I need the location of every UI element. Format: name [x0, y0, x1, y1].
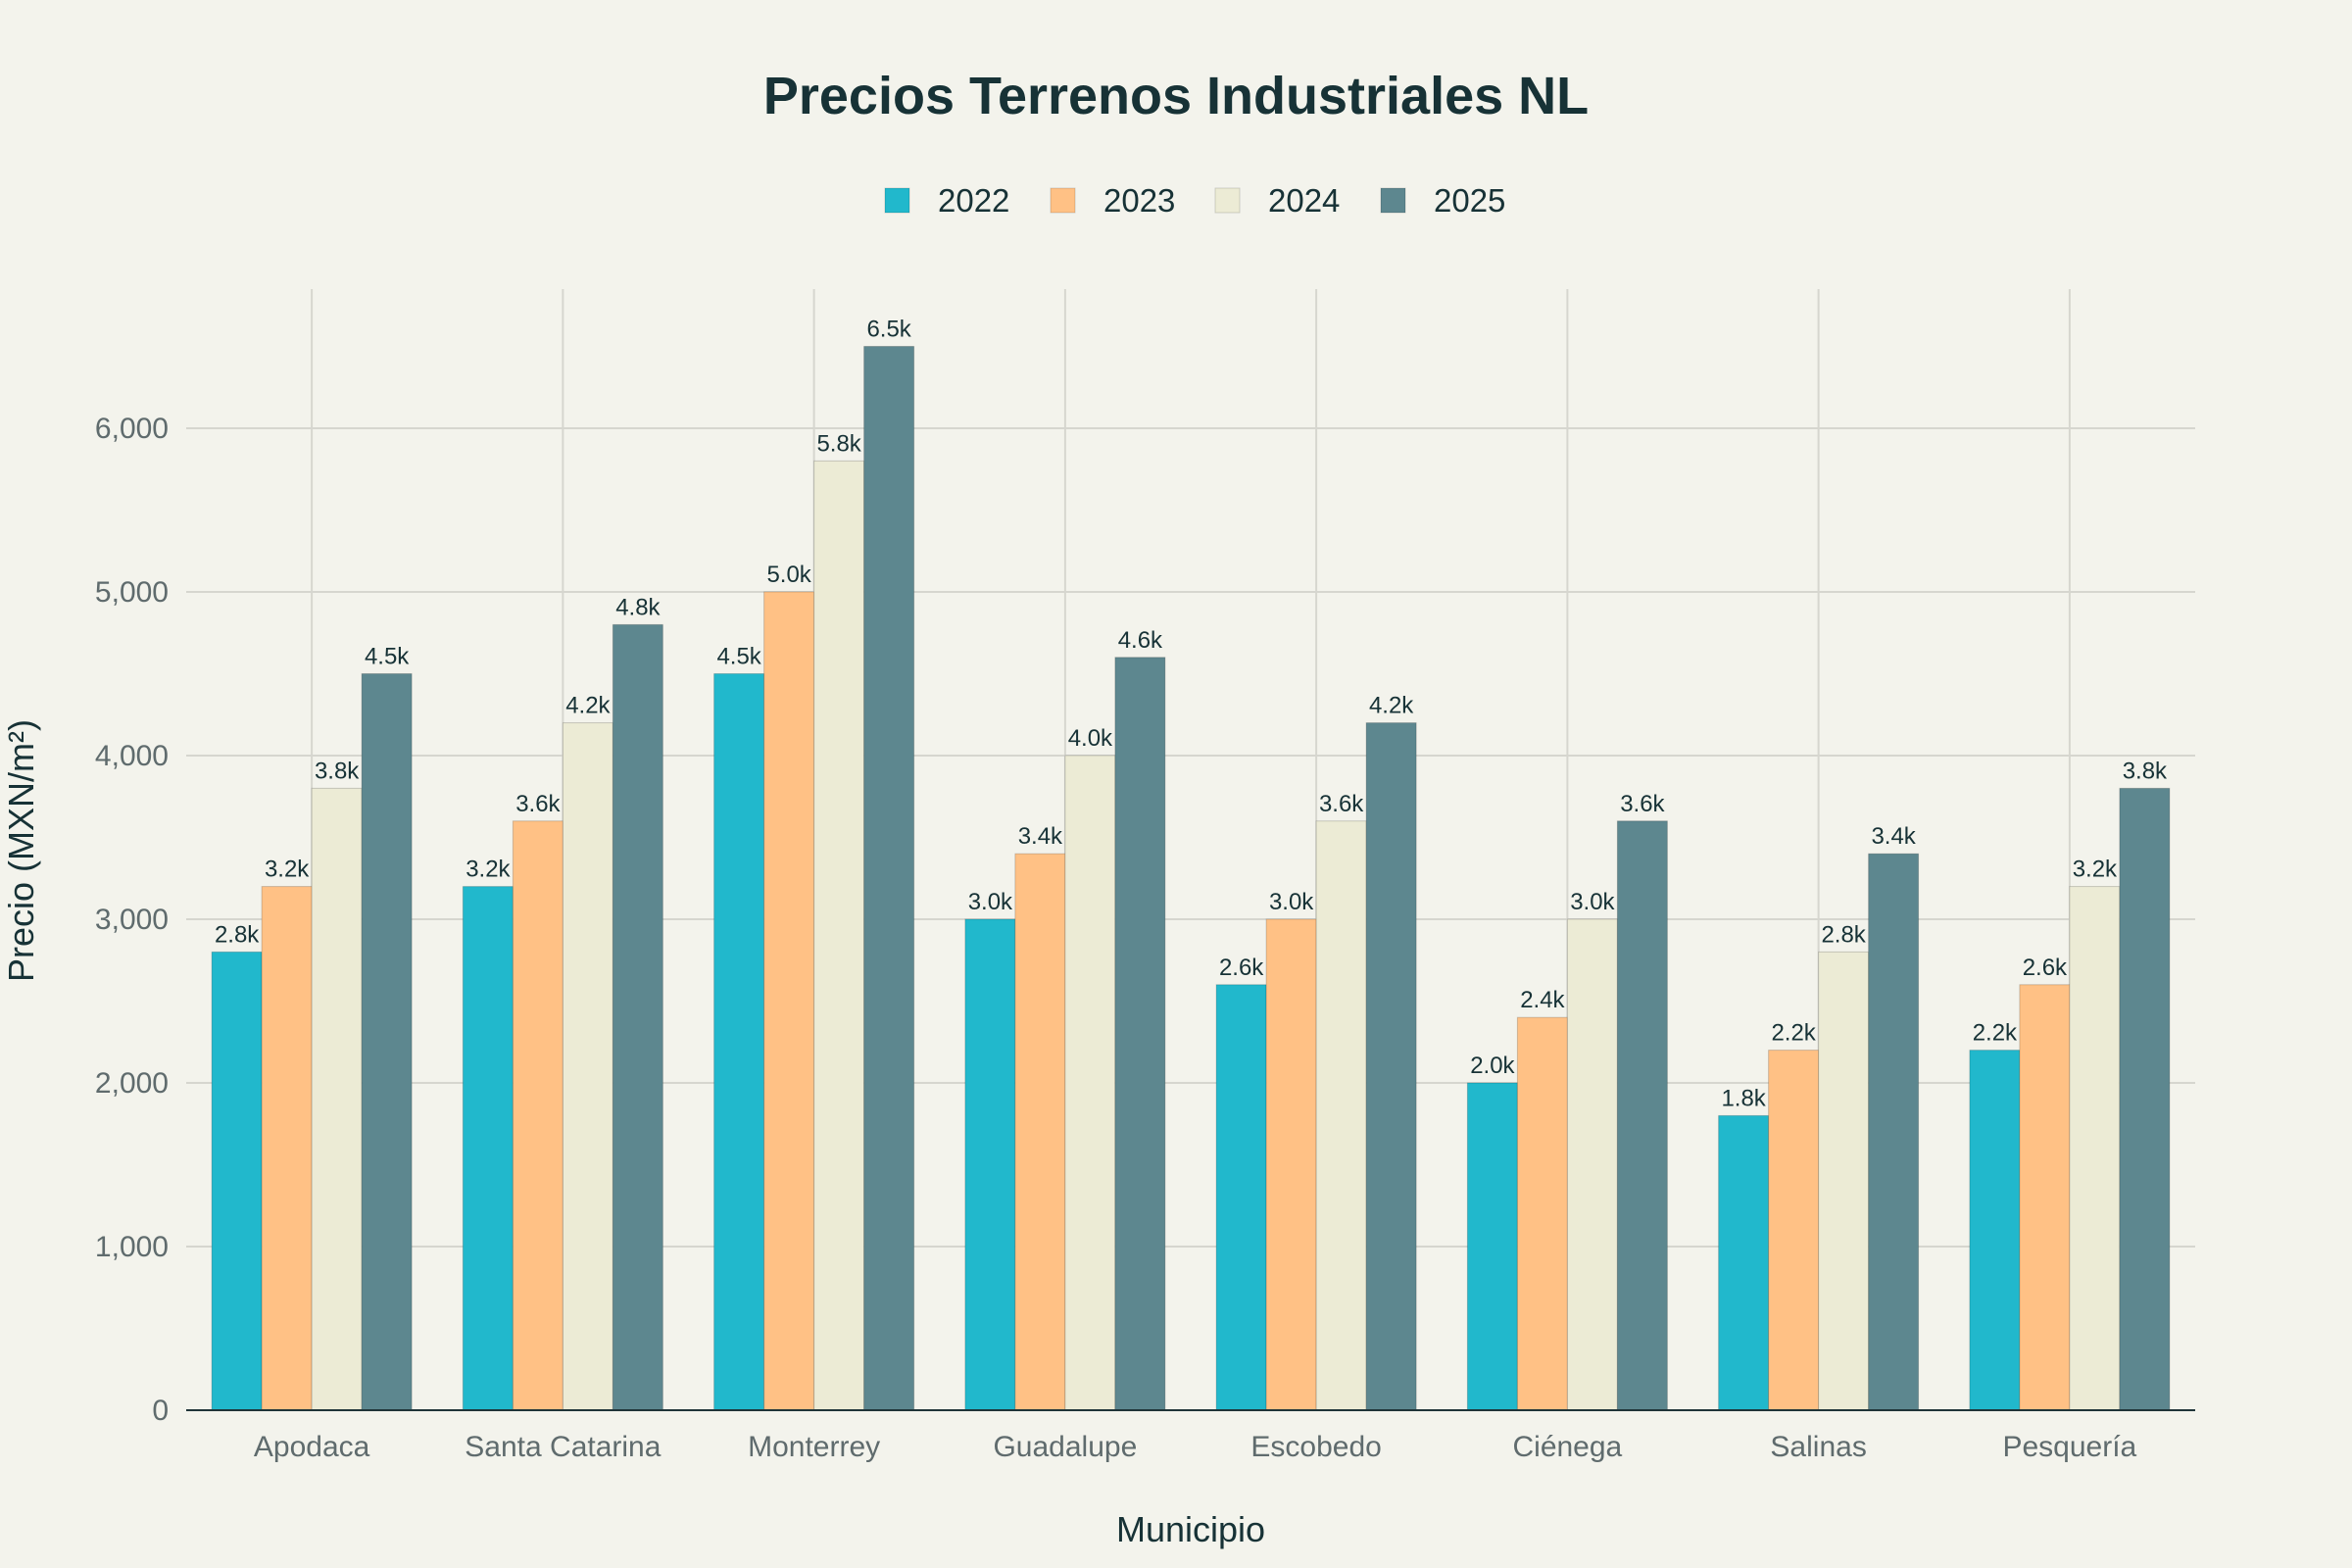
legend-swatch-2024[interactable]: [1214, 187, 1241, 214]
y-tick-label: 4,000: [95, 740, 169, 772]
legend-swatch-2023[interactable]: [1050, 187, 1076, 214]
y-tick-label: 3,000: [95, 904, 169, 936]
bar-2025[interactable]: [1868, 853, 1920, 1411]
data-label: 5.0k: [766, 562, 811, 588]
data-label: 2.2k: [1771, 1020, 1816, 1047]
y-tick-label: 6,000: [95, 413, 169, 445]
x-axis-title: Municipio: [1116, 1509, 1265, 1549]
y-tick-label: 0: [152, 1395, 169, 1427]
bar-2024[interactable]: [813, 460, 865, 1411]
data-label: 3.2k: [2073, 857, 2118, 883]
bar-2022[interactable]: [462, 886, 514, 1411]
bar-2024[interactable]: [1315, 820, 1367, 1411]
data-label: 3.6k: [1620, 791, 1665, 817]
bar-2024[interactable]: [2069, 886, 2121, 1411]
data-label: 2.8k: [1821, 921, 1866, 948]
bar-2024[interactable]: [1818, 951, 1870, 1411]
x-axis-ticks: Apodaca Santa Catarina Monterrey Guadalupe E…: [254, 1431, 2137, 1463]
bar-2025[interactable]: [1114, 657, 1166, 1411]
y-tick-label: 2,000: [95, 1067, 169, 1100]
bar-2022[interactable]: [211, 951, 263, 1411]
x-tick-label: Santa Catarina: [465, 1431, 661, 1463]
legend-swatch-2025[interactable]: [1380, 187, 1406, 214]
bar-2025[interactable]: [2119, 787, 2171, 1411]
data-label: 2.0k: [1470, 1053, 1515, 1079]
y-tick-label: 1,000: [95, 1231, 169, 1263]
y-tick-label: 5,000: [95, 576, 169, 609]
data-label: 3.0k: [1570, 889, 1615, 915]
x-tick-label: Salinas: [1770, 1431, 1866, 1463]
y-axis-ticks: 0 1,000 2,000 3,000 4,000 5,000 6,000: [95, 413, 169, 1427]
bar-2022[interactable]: [1718, 1114, 1770, 1411]
bar-2024[interactable]: [1566, 918, 1618, 1411]
data-label: 3.8k: [2123, 758, 2168, 784]
data-label: 3.2k: [265, 857, 310, 883]
data-label: 1.8k: [1721, 1085, 1766, 1111]
x-tick-label: Escobedo: [1250, 1431, 1381, 1463]
bar-2022[interactable]: [964, 918, 1016, 1411]
bar-2025[interactable]: [1365, 722, 1417, 1411]
bar-2025[interactable]: [863, 345, 915, 1411]
data-label: 4.5k: [716, 643, 761, 669]
legend: 2022 2023 2024 2025: [884, 182, 1505, 219]
data-label: 4.0k: [1068, 725, 1113, 752]
data-label: 3.6k: [515, 791, 561, 817]
x-tick-label: Apodaca: [254, 1431, 370, 1463]
bar-2022[interactable]: [1466, 1082, 1518, 1411]
data-label: 2.4k: [1520, 987, 1565, 1013]
data-label: 3.2k: [466, 857, 511, 883]
data-label: 4.8k: [615, 594, 661, 620]
data-label: 3.8k: [315, 758, 360, 784]
bar-2023[interactable]: [512, 820, 564, 1411]
data-label: 6.5k: [866, 316, 911, 342]
data-label: 2.6k: [1219, 955, 1264, 981]
bar-2024[interactable]: [311, 787, 363, 1411]
bar-2022[interactable]: [1215, 984, 1267, 1411]
data-label: 3.4k: [1871, 823, 1916, 850]
data-label: 4.5k: [365, 643, 410, 669]
chart-title: Precios Terrenos Industriales NL: [763, 67, 1589, 125]
y-axis-title: Precio (MXN/m²): [1, 719, 41, 982]
x-tick-label: Monterrey: [748, 1431, 880, 1463]
bars: [211, 345, 2171, 1411]
bar-2023[interactable]: [2019, 984, 2071, 1411]
bar-2023[interactable]: [1265, 918, 1317, 1411]
bar-2024[interactable]: [1064, 755, 1116, 1411]
legend-label-2025[interactable]: 2025: [1434, 182, 1505, 219]
legend-label-2022[interactable]: 2022: [938, 182, 1009, 219]
bar-2022[interactable]: [1969, 1050, 2021, 1411]
data-label: 4.2k: [1369, 693, 1414, 719]
data-label: 3.4k: [1018, 823, 1063, 850]
bar-2025[interactable]: [1616, 820, 1668, 1411]
x-tick-label: Ciénega: [1512, 1431, 1622, 1463]
x-tick-label: Pesquería: [2002, 1431, 2136, 1463]
data-label: 2.8k: [215, 921, 260, 948]
legend-swatch-2022[interactable]: [884, 187, 910, 214]
legend-label-2023[interactable]: 2023: [1103, 182, 1175, 219]
data-label: 4.2k: [565, 693, 611, 719]
data-label: 4.6k: [1118, 627, 1163, 654]
bar-2023[interactable]: [1768, 1050, 1820, 1411]
data-label: 3.0k: [1269, 889, 1314, 915]
data-label: 2.2k: [1973, 1020, 2018, 1047]
data-label: 3.0k: [968, 889, 1013, 915]
data-label: 2.6k: [2023, 955, 2068, 981]
bar-2023[interactable]: [1014, 853, 1066, 1411]
x-tick-label: Guadalupe: [993, 1431, 1137, 1463]
data-label: 5.8k: [816, 430, 861, 457]
data-label: 3.6k: [1319, 791, 1364, 817]
bar-2023[interactable]: [1516, 1016, 1568, 1411]
bar-2024[interactable]: [562, 722, 613, 1411]
bar-2022[interactable]: [713, 672, 765, 1411]
data-labels: 2.8k 3.2k 3.8k 4.5k 3.2k 3.6k 4.2k 4.8k 4.5k 5.0k…: [215, 316, 2168, 1111]
bar-2023[interactable]: [763, 591, 815, 1411]
legend-label-2024[interactable]: 2024: [1268, 182, 1340, 219]
bar-2025[interactable]: [612, 623, 663, 1411]
bar-2023[interactable]: [261, 886, 313, 1411]
bar-2025[interactable]: [361, 672, 413, 1411]
